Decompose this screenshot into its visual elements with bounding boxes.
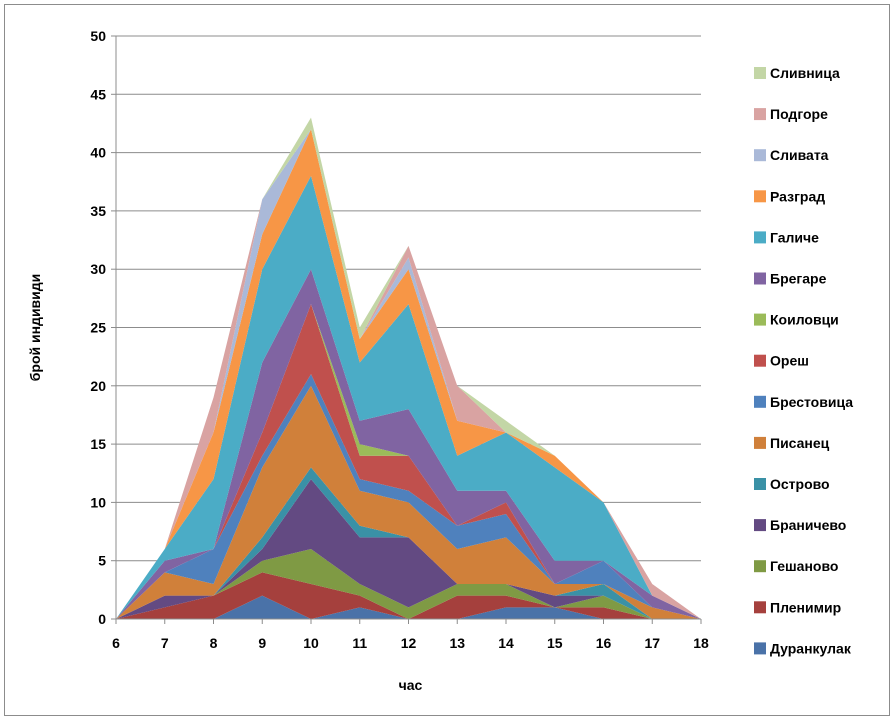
area-series-2 [116,549,701,619]
legend-label-0: Дуранкулак [770,640,852,656]
legend-label-14: Сливница [770,65,840,81]
legend-swatch-3 [754,519,766,532]
y-tick-label-40: 40 [90,145,106,161]
x-tick-label-15: 15 [547,635,563,651]
legend-label-12: Сливата [770,147,829,163]
y-tick-label-25: 25 [90,320,106,336]
legend-swatch-13 [754,108,766,121]
y-axis-ticks: 0 5 10 15 20 25 30 35 40 45 50 [90,28,116,627]
legend-swatch-14 [754,67,766,79]
x-axis-ticks: 6 7 8 9 10 11 12 13 14 15 16 17 18 [112,619,709,651]
legend-swatch-2 [754,560,766,573]
area-series-13 [116,129,701,619]
area-series-7 [116,304,701,619]
x-tick-label-17: 17 [644,635,660,651]
x-tick-label-8: 8 [210,635,218,651]
legend-label-4: Острово [770,476,830,492]
legend-swatch-1 [754,601,766,614]
area-series-11 [116,129,701,619]
legend-swatch-6 [754,395,766,408]
legend-swatch-4 [754,478,766,490]
legend-label-13: Подгоре [770,106,828,122]
legend-label-7: Ореш [770,353,809,369]
x-tick-label-16: 16 [596,635,612,651]
area-series-3 [116,479,701,619]
legend-swatch-10 [754,231,766,244]
area-series-10 [116,175,701,620]
legend-label-8: Коиловци [770,312,839,328]
y-axis-title: брой индивиди [27,274,43,382]
area-series-0 [116,595,701,619]
legend-swatch-5 [754,436,766,449]
x-tick-label-18: 18 [693,635,709,651]
legend-swatch-7 [754,354,766,367]
x-tick-label-11: 11 [352,635,367,651]
legend-swatch-11 [754,190,766,203]
area-series-group [116,117,701,620]
x-tick-label-7: 7 [161,635,169,651]
x-tick-label-9: 9 [258,635,266,651]
x-tick-label-6: 6 [112,635,120,651]
legend-swatch-9 [754,272,766,285]
legend-label-11: Разград [770,188,825,204]
y-tick-label-20: 20 [90,378,106,394]
legend-label-5: Писанец [770,435,830,451]
legend-label-3: Браничево [770,517,846,533]
legend-label-6: Брестовица [770,394,853,410]
y-tick-label-30: 30 [90,261,106,277]
x-axis-title: час [399,677,423,693]
legend-label-10: Галиче [770,229,819,245]
y-tick-label-15: 15 [90,436,106,452]
legend: Сливница Подгоре Сливата Разград Галиче Брега… [754,65,853,656]
legend-swatch-12 [754,149,766,162]
y-tick-label-10: 10 [90,494,106,510]
legend-label-2: Гешаново [770,558,838,574]
legend-swatch-0 [754,642,766,655]
legend-label-1: Пленимир [770,599,841,615]
legend-label-9: Брегаре [770,271,827,287]
area-series-9 [116,269,701,619]
x-tick-label-10: 10 [303,635,319,651]
y-tick-label-45: 45 [90,86,106,102]
area-series-1 [116,572,701,619]
x-tick-label-12: 12 [401,635,417,651]
x-tick-label-13: 13 [449,635,465,651]
legend-swatch-8 [754,313,766,326]
x-tick-label-14: 14 [498,635,514,651]
y-tick-label-0: 0 [98,611,106,627]
y-tick-label-50: 50 [90,28,106,44]
y-tick-label-5: 5 [98,553,106,569]
area-series-6 [116,374,701,619]
y-tick-label-35: 35 [90,203,106,219]
